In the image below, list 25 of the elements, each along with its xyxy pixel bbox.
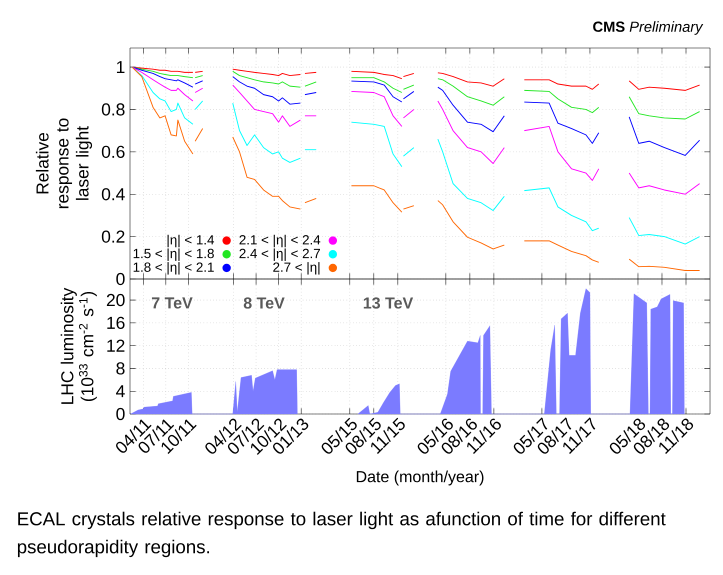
text: ECAL crystals relative response to laser light as afunction of time for different pseudorapidity regions. [18,512,666,558]
chart-title: CMS Preliminary [593,21,704,35]
y-tick-label: 1 [116,61,124,74]
y-axis-title: Relative response to laser light [36,118,92,208]
y-tick-label: 4 [116,385,125,398]
legend-label: 2.1 < |η| < 2.4 [240,234,320,248]
y-tick-label: 0 [116,408,125,420]
y-tick-label: 0.8 [102,103,125,116]
legend-label: |η| < 1.4 [168,234,214,248]
y-tick-label: 0 [116,272,125,286]
y-tick-label: 0.2 [102,230,124,243]
legend-label: 1.5 < |η| < 1.8 [134,248,214,261]
y-tick-label: 0.4 [102,188,125,200]
y-tick-label: 12 [107,340,124,352]
x-axis-title: Date (month/year) [356,470,484,486]
legend-label: 1.8 < |η| < 2.1 [134,262,214,275]
annotation: 8 TeV [244,297,285,309]
legend-label: 2.4 < |η| < 2.7 [240,248,320,261]
legend-label: 2.7 < |η| [273,262,320,275]
y-tick-label: 8 [116,362,125,375]
y-tick-label: 16 [107,316,125,329]
annotation: 13 TeV [364,297,414,309]
annotation: 7 TeV [152,297,193,309]
y-tick-label: 0.6 [102,146,125,158]
y-tick-label: 20 [106,294,125,306]
